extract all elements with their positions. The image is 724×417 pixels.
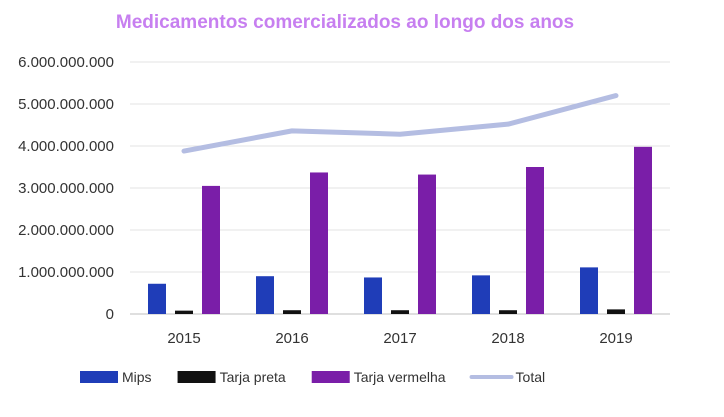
bar-tarja-preta [283, 310, 301, 314]
total-line [181, 93, 619, 154]
bar-mips [148, 283, 166, 314]
bar-mips [256, 276, 274, 314]
legend-swatch-tarja-preta [177, 371, 216, 383]
line-total [181, 93, 619, 154]
x-tick-label: 2016 [275, 330, 308, 347]
bar-tarja-preta [499, 310, 517, 314]
bars [148, 146, 652, 314]
legend-label-tarja-vermelha: Tarja vermelha [354, 369, 446, 385]
chart-title: Medicamentos comercializados ao longo do… [116, 12, 574, 33]
y-tick-label: 4.000.000.000 [18, 138, 114, 155]
bar-mips [580, 267, 598, 314]
y-axis: 0 1.000.000.000 2.000.000.000 3.000.000.000… [18, 54, 114, 323]
y-tick-label: 3.000.000.000 [18, 180, 114, 197]
x-tick-label: 2017 [383, 330, 416, 347]
y-tick-label: 5.000.000.000 [18, 96, 114, 113]
bar-mips [364, 277, 382, 314]
bar-tarja-preta [607, 309, 625, 314]
y-tick-label: 1.000.000.000 [18, 264, 114, 281]
y-tick-label: 6.000.000.000 [18, 54, 114, 71]
bar-tarja-vermelha [418, 174, 436, 314]
bar-tarja-vermelha [310, 172, 328, 314]
x-tick-label: 2015 [167, 330, 200, 347]
bar-tarja-preta [175, 310, 193, 314]
x-axis: 2015 2016 2017 2018 2019 [167, 330, 632, 347]
x-tick-label: 2019 [599, 330, 632, 347]
legend-label-tarja-preta: Tarja preta [220, 369, 286, 385]
legend-swatch-mips [80, 371, 118, 383]
legend-swatch-tarja-vermelha [311, 371, 350, 383]
y-tick-label: 0 [106, 306, 114, 323]
legend: Mips Tarja preta Tarja vermelha Total [80, 369, 545, 385]
legend-label-total: Total [516, 369, 546, 385]
bar-tarja-preta [391, 310, 409, 314]
legend-label-mips: Mips [122, 369, 152, 385]
bar-tarja-vermelha [202, 185, 220, 314]
x-tick-label: 2018 [491, 330, 524, 347]
bar-mips [472, 275, 490, 314]
y-tick-label: 2.000.000.000 [18, 222, 114, 239]
bar-tarja-vermelha [634, 146, 652, 314]
bar-tarja-vermelha [526, 167, 544, 314]
